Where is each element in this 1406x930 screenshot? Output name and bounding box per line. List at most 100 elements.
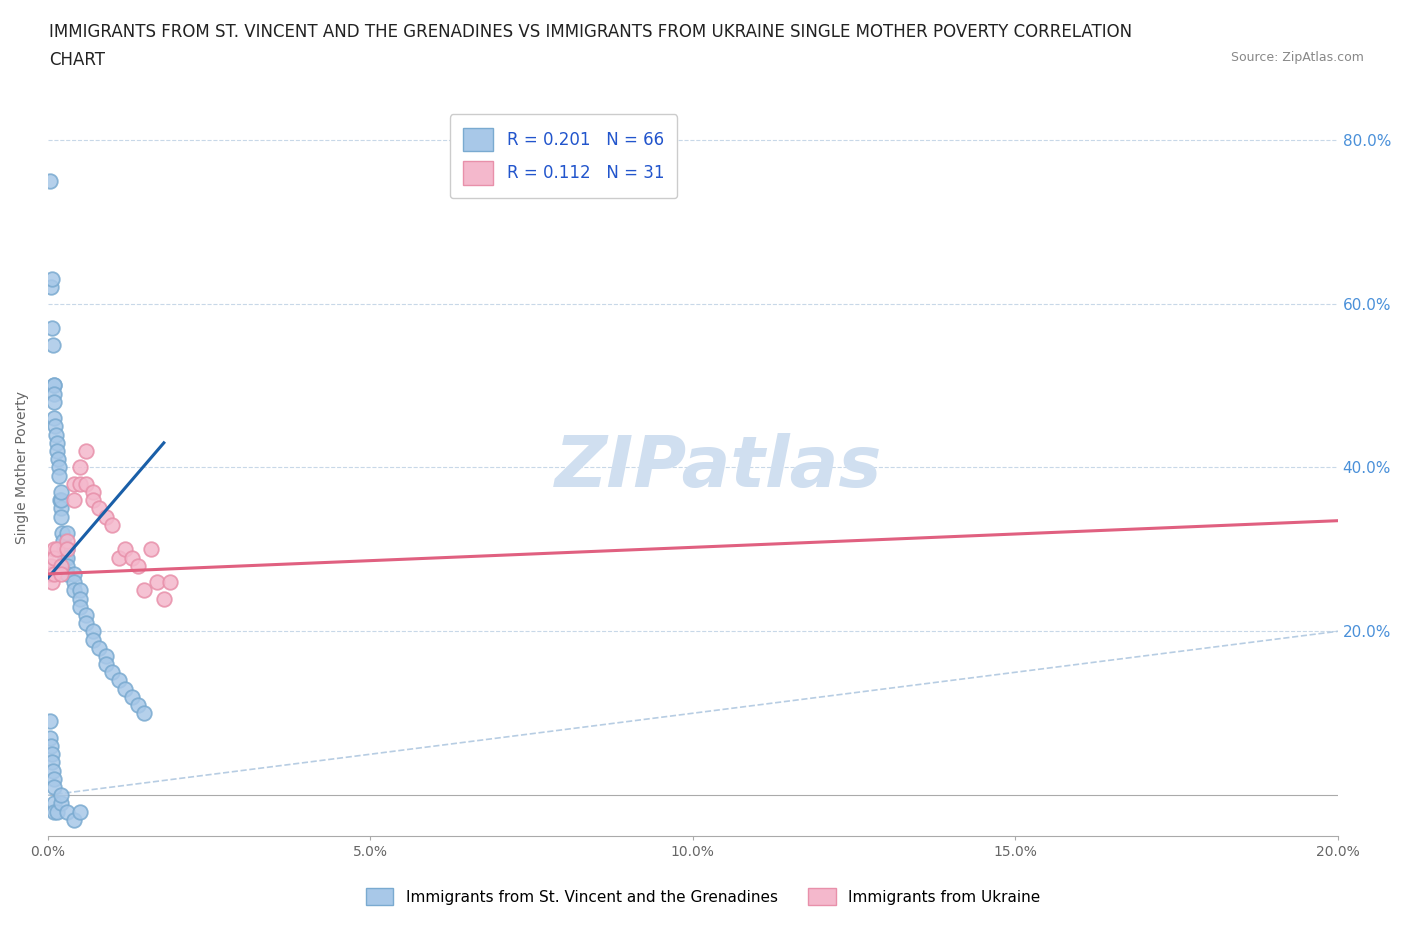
Point [69, 476, 91, 491]
Point [48, 460, 70, 475]
Point [69, 591, 91, 606]
Point [44, 796, 66, 811]
Point [38, 566, 60, 581]
Point [56, 804, 79, 819]
Point [82, 493, 104, 508]
Point [69, 804, 91, 819]
Point [45, 435, 67, 450]
Point [41, 272, 63, 286]
Point [46, 452, 69, 467]
Point [62, 566, 84, 581]
Text: CHART: CHART [49, 51, 105, 69]
Point [52, 542, 75, 557]
Point [44, 804, 66, 819]
Point [49, 493, 72, 508]
Point [75, 616, 97, 631]
Point [75, 607, 97, 622]
Point [41, 747, 63, 762]
Point [89, 501, 111, 516]
Point [127, 698, 149, 712]
Point [56, 525, 79, 540]
Point [42, 764, 65, 778]
Point [134, 706, 156, 721]
Point [41, 575, 63, 590]
Point [159, 575, 181, 590]
Point [75, 476, 97, 491]
Point [49, 788, 72, 803]
Point [49, 485, 72, 499]
Point [139, 542, 162, 557]
Point [49, 501, 72, 516]
Point [44, 386, 66, 401]
Point [38, 173, 60, 188]
Point [44, 411, 66, 426]
Point [49, 558, 72, 573]
Point [49, 493, 72, 508]
Point [107, 673, 129, 688]
Point [44, 394, 66, 409]
Point [62, 812, 84, 827]
Point [121, 689, 143, 704]
Point [121, 551, 143, 565]
Point [44, 379, 66, 393]
Point [89, 640, 111, 655]
Point [134, 583, 156, 598]
Point [56, 551, 79, 565]
Point [62, 583, 84, 598]
Point [69, 460, 91, 475]
Point [62, 493, 84, 508]
Point [39, 558, 62, 573]
Point [39, 280, 62, 295]
Point [56, 534, 79, 549]
Point [69, 583, 91, 598]
Text: Source: ZipAtlas.com: Source: ZipAtlas.com [1230, 51, 1364, 64]
Point [39, 730, 62, 745]
Point [46, 804, 69, 819]
Point [114, 542, 136, 557]
Legend: Immigrants from St. Vincent and the Grenadines, Immigrants from Ukraine: Immigrants from St. Vincent and the Gren… [359, 880, 1047, 913]
Point [45, 427, 67, 442]
Text: ZIPatlas: ZIPatlas [555, 433, 882, 502]
Point [46, 542, 69, 557]
Point [101, 665, 124, 680]
Point [51, 525, 73, 540]
Point [75, 444, 97, 458]
Legend: R = 0.201   N = 66, R = 0.112   N = 31: R = 0.201 N = 66, R = 0.112 N = 31 [450, 114, 678, 198]
Point [42, 379, 65, 393]
Point [62, 476, 84, 491]
Point [38, 714, 60, 729]
Point [42, 337, 65, 352]
Point [146, 575, 169, 590]
Point [44, 419, 66, 434]
Point [94, 657, 117, 671]
Point [56, 542, 79, 557]
Point [69, 599, 91, 614]
Point [48, 468, 70, 483]
Point [49, 796, 72, 811]
Point [39, 738, 62, 753]
Point [49, 509, 72, 524]
Point [56, 542, 79, 557]
Text: IMMIGRANTS FROM ST. VINCENT AND THE GRENADINES VS IMMIGRANTS FROM UKRAINE SINGLE: IMMIGRANTS FROM ST. VINCENT AND THE GREN… [49, 23, 1132, 41]
Point [62, 575, 84, 590]
Point [82, 485, 104, 499]
Y-axis label: Single Mother Poverty: Single Mother Poverty [15, 391, 30, 544]
Point [101, 517, 124, 532]
Point [44, 779, 66, 794]
Point [56, 558, 79, 573]
Point [153, 591, 176, 606]
Point [82, 632, 104, 647]
Point [44, 542, 66, 557]
Point [127, 558, 149, 573]
Point [56, 566, 79, 581]
Point [52, 534, 75, 549]
Point [42, 771, 65, 786]
Point [114, 682, 136, 697]
Point [107, 551, 129, 565]
Point [41, 321, 63, 336]
Point [44, 566, 66, 581]
Point [49, 566, 72, 581]
Point [94, 648, 117, 663]
Point [44, 551, 66, 565]
Point [53, 551, 76, 565]
